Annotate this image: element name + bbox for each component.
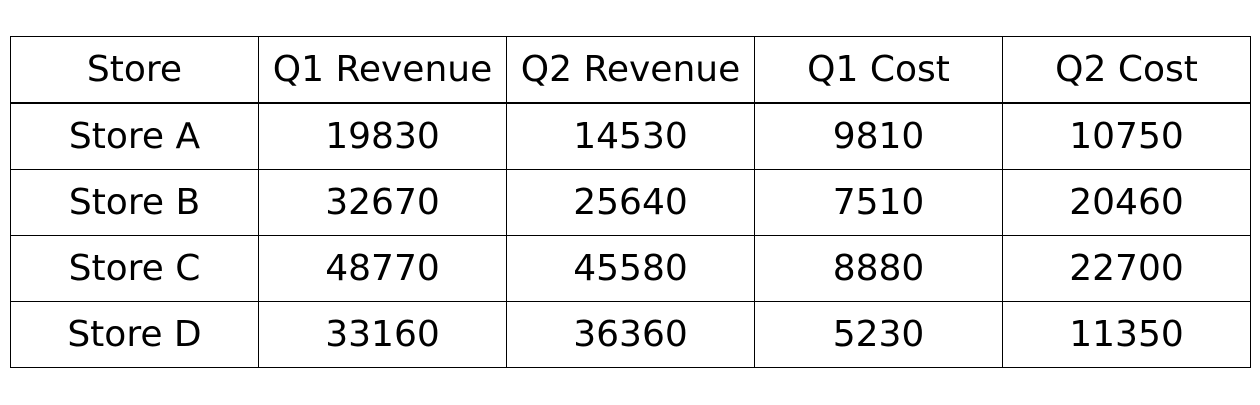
table-body: Store A 19830 14530 9810 10750 Store B 3… (10, 102, 1251, 368)
cell-q1-revenue: 32670 (258, 169, 507, 236)
cell-q2-revenue: 25640 (506, 169, 755, 236)
table-row: Store C 48770 45580 8880 22700 (10, 235, 1251, 302)
cell-store: Store B (10, 169, 259, 236)
column-header-q2-revenue: Q2 Revenue (506, 36, 755, 104)
cell-store: Store D (10, 301, 259, 368)
table-row: Store B 32670 25640 7510 20460 (10, 169, 1251, 236)
cell-q2-cost: 10750 (1002, 102, 1251, 170)
cell-q2-revenue: 36360 (506, 301, 755, 368)
cell-store: Store C (10, 235, 259, 302)
cell-q1-cost: 9810 (754, 102, 1003, 170)
cell-q2-cost: 20460 (1002, 169, 1251, 236)
table-row: Store D 33160 36360 5230 11350 (10, 301, 1251, 368)
column-header-q1-cost: Q1 Cost (754, 36, 1003, 104)
cell-q2-revenue: 45580 (506, 235, 755, 302)
cell-q1-revenue: 19830 (258, 102, 507, 170)
cell-q1-revenue: 48770 (258, 235, 507, 302)
data-table-container: Store Q1 Revenue Q2 Revenue Q1 Cost Q2 C… (10, 36, 1251, 368)
cell-q1-revenue: 33160 (258, 301, 507, 368)
cell-q1-cost: 5230 (754, 301, 1003, 368)
column-header-q1-revenue: Q1 Revenue (258, 36, 507, 104)
table-row: Store A 19830 14530 9810 10750 (10, 102, 1251, 170)
column-header-store: Store (10, 36, 259, 104)
header-row: Store Q1 Revenue Q2 Revenue Q1 Cost Q2 C… (10, 36, 1251, 104)
cell-q1-cost: 7510 (754, 169, 1003, 236)
cell-store: Store A (10, 102, 259, 170)
cell-q2-cost: 22700 (1002, 235, 1251, 302)
cell-q2-cost: 11350 (1002, 301, 1251, 368)
cell-q1-cost: 8880 (754, 235, 1003, 302)
column-header-q2-cost: Q2 Cost (1002, 36, 1251, 104)
data-table: Store Q1 Revenue Q2 Revenue Q1 Cost Q2 C… (10, 36, 1251, 368)
cell-q2-revenue: 14530 (506, 102, 755, 170)
table-header: Store Q1 Revenue Q2 Revenue Q1 Cost Q2 C… (10, 36, 1251, 104)
